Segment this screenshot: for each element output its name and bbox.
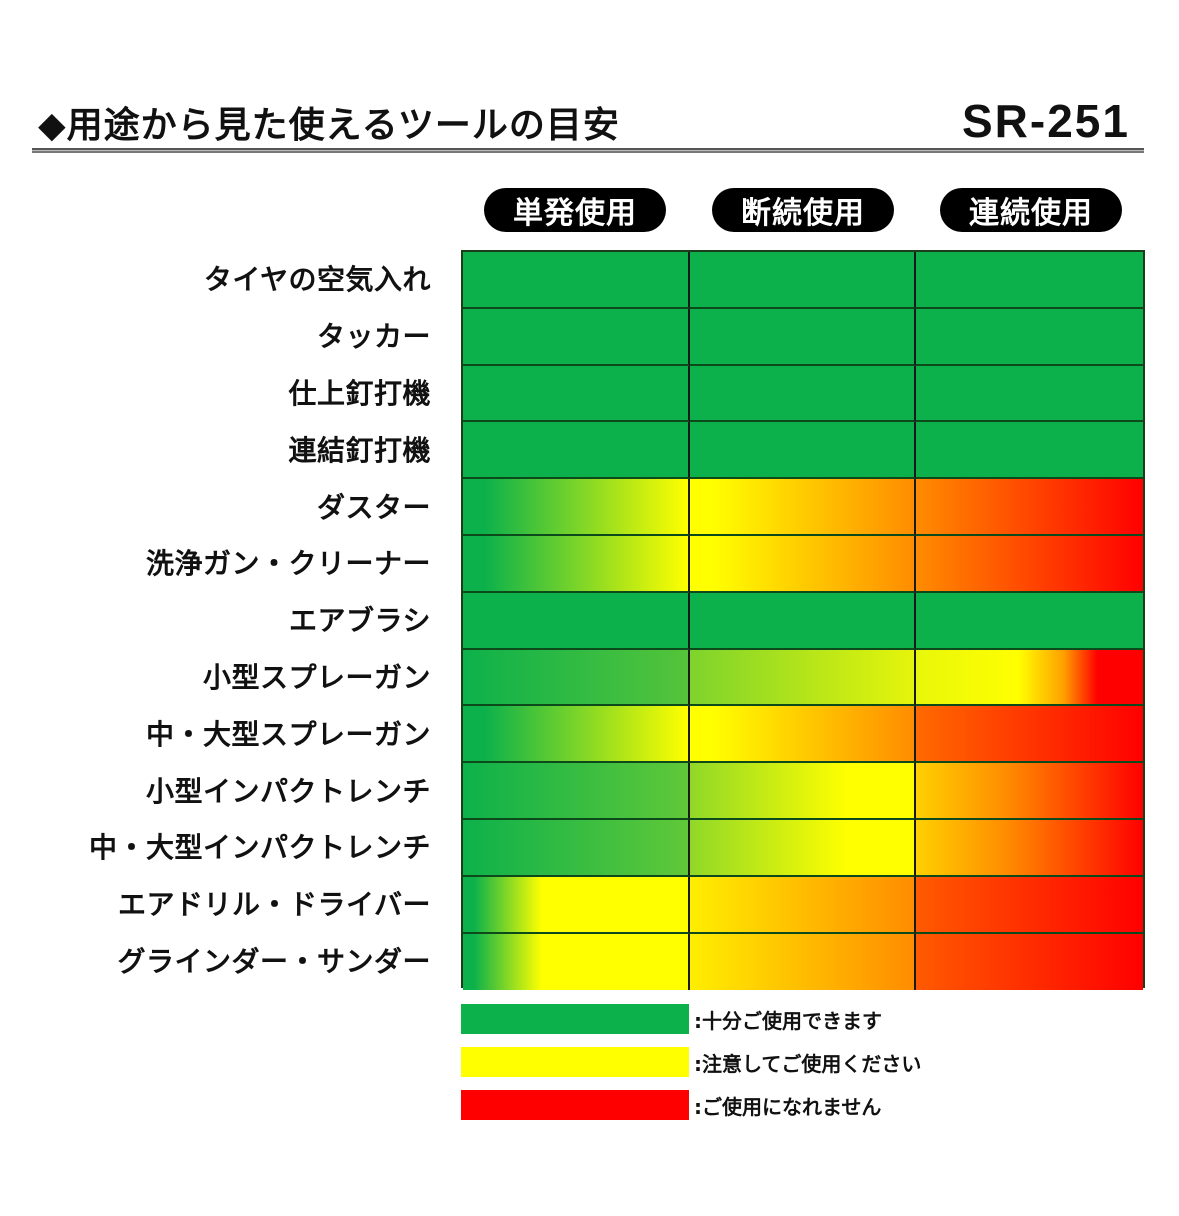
- column-header-single: 単発使用: [484, 188, 666, 232]
- row-label: エアブラシ: [289, 604, 431, 638]
- usage-grid: [461, 250, 1145, 991]
- grid-row: [463, 252, 1144, 309]
- grid-cell: [463, 252, 690, 309]
- grid-cell: [916, 252, 1144, 309]
- grid-row: [463, 422, 1144, 480]
- row-label: グラインダー・サンダー: [117, 944, 431, 978]
- grid-cell: [916, 763, 1144, 820]
- grid-row: [463, 820, 1144, 877]
- grid-cell: [689, 479, 917, 536]
- grid-cell: [463, 820, 690, 877]
- title-divider: [32, 148, 1144, 153]
- grid-row: [463, 649, 1144, 707]
- grid-row: [463, 876, 1144, 934]
- row-label: 洗浄ガン・クリーナー: [145, 547, 431, 581]
- grid-cell: [689, 252, 917, 309]
- column-header-intermittent: 断続使用: [712, 188, 894, 232]
- legend-label: :注意してご使用ください: [694, 1051, 922, 1076]
- grid-row: [463, 479, 1144, 536]
- model-number: SR-251: [962, 95, 1130, 147]
- row-label: 仕上釘打機: [288, 376, 431, 410]
- grid-cell: [463, 422, 690, 480]
- row-label: タイヤの空気入れ: [203, 263, 431, 297]
- grid-cell: [689, 876, 917, 934]
- grid-cell: [463, 649, 690, 707]
- grid-cell: [463, 933, 690, 991]
- grid-cell: [689, 308, 917, 366]
- grid-cell: [463, 876, 690, 934]
- row-label: 小型スプレーガン: [202, 660, 431, 694]
- row-label: 中・大型インパクトレンチ: [88, 831, 431, 865]
- row-label: 小型インパクトレンチ: [145, 774, 431, 808]
- grid-cell: [916, 592, 1144, 650]
- grid-cell: [916, 649, 1144, 707]
- grid-cell: [689, 422, 917, 480]
- grid-cell: [916, 536, 1144, 593]
- grid-cell: [916, 933, 1144, 991]
- grid-row: [463, 536, 1144, 593]
- grid-cell: [689, 365, 917, 423]
- grid-cell: [463, 479, 690, 536]
- grid-cell: [463, 592, 690, 650]
- grid-row: [463, 365, 1144, 423]
- grid-row: [463, 308, 1144, 366]
- grid-cell: [689, 592, 917, 650]
- legend-swatch: [461, 1090, 689, 1120]
- legend-label: :ご使用になれません: [694, 1094, 882, 1119]
- legend-swatch: [461, 1004, 689, 1034]
- grid-row: [463, 933, 1144, 991]
- grid-cell: [689, 706, 917, 764]
- legend-swatch: [461, 1047, 689, 1077]
- grid-cell: [689, 933, 917, 991]
- grid-cell: [689, 820, 917, 877]
- grid-cell: [916, 365, 1144, 423]
- grid-row: [463, 592, 1144, 650]
- grid-row: [463, 763, 1144, 820]
- row-label: エアドリル・ドライバー: [118, 888, 431, 922]
- grid-cell: [689, 536, 917, 593]
- page-title: ◆用途から見た使えるツールの目安: [38, 105, 620, 146]
- legend-label: :十分ご使用できます: [694, 1008, 882, 1033]
- grid-cell: [916, 308, 1144, 366]
- grid-cell: [463, 763, 690, 820]
- grid-cell: [916, 479, 1144, 536]
- row-label: ダスター: [316, 490, 431, 524]
- grid-cell: [463, 706, 690, 764]
- grid-cell: [916, 876, 1144, 934]
- grid-cell: [916, 422, 1144, 480]
- grid-cell: [689, 763, 917, 820]
- row-label: 中・大型スプレーガン: [145, 717, 431, 751]
- row-label: 連結釘打機: [288, 433, 431, 467]
- grid-cell: [463, 365, 690, 423]
- row-label: タッカー: [316, 320, 431, 354]
- grid-cell: [916, 706, 1144, 764]
- grid-cell: [463, 308, 690, 366]
- grid-cell: [463, 536, 690, 593]
- column-header-continuous: 連続使用: [940, 188, 1122, 232]
- grid-cell: [916, 820, 1144, 877]
- grid-row: [463, 706, 1144, 764]
- grid-cell: [689, 649, 917, 707]
